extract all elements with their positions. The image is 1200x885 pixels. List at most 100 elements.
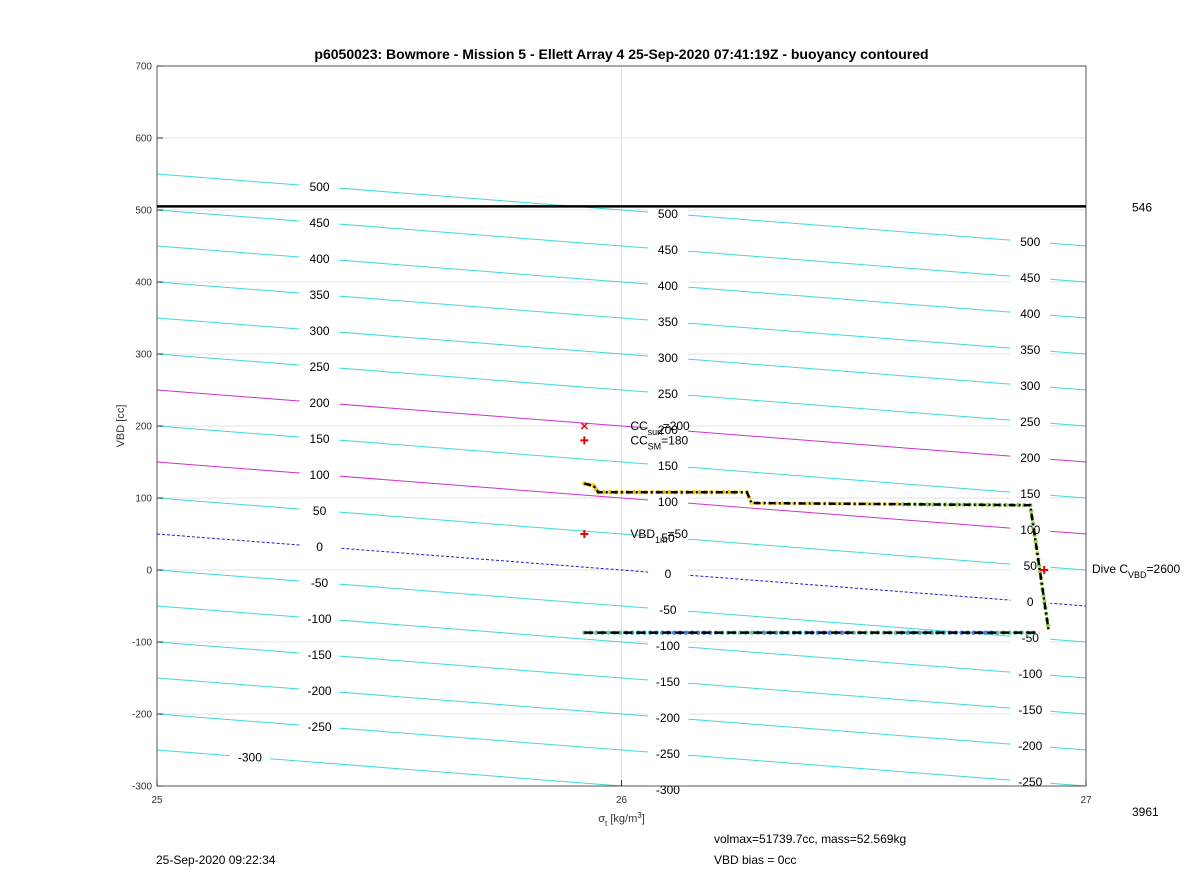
- contour-label-bg: [299, 575, 340, 590]
- contour-label-bg: [647, 710, 688, 725]
- contour-label-bg: [1010, 234, 1051, 249]
- contour-label: 300: [658, 351, 678, 365]
- contour-label: 200: [658, 423, 678, 437]
- contour-label-bg: [1010, 342, 1051, 357]
- contour-label-bg: [1010, 594, 1051, 609]
- series-dot: [1045, 623, 1051, 629]
- marker-plus: [580, 530, 589, 538]
- series-dot: [905, 630, 910, 635]
- contour-label-bg: [299, 251, 340, 266]
- contour-label: -200: [656, 711, 680, 725]
- contour-label-bg: [299, 395, 340, 410]
- y-tick-label: 300: [135, 350, 152, 361]
- y-axis-label: VBD [cc]: [115, 405, 127, 448]
- contour-label: -100: [308, 612, 332, 626]
- contour-label-bg: [299, 359, 340, 374]
- contour-label-bg: [299, 719, 340, 734]
- dive-series: [582, 481, 1051, 635]
- contour-label: -250: [308, 720, 332, 734]
- series-line-0: [584, 482, 1051, 633]
- contour-label-bg: [647, 458, 688, 473]
- contour-label-bg: [299, 647, 340, 662]
- contour-label: -250: [1018, 775, 1042, 789]
- contour-label: -100: [1018, 667, 1042, 681]
- contour-label: -50: [311, 576, 329, 590]
- contour-label: 450: [1020, 271, 1040, 285]
- contour-label: 350: [658, 315, 678, 329]
- contour-label: 250: [1020, 415, 1040, 429]
- series-dot: [840, 501, 845, 506]
- contour-label: 500: [658, 207, 678, 221]
- contour-label-bg: [1010, 270, 1051, 285]
- y-tick-label: 0: [146, 566, 152, 577]
- contour-labels: 500 450 400 350 300 250 200 150 100 500 -50 -100 -15…: [229, 179, 1051, 797]
- marker-label: CCsurf=200: [630, 419, 690, 437]
- contour-label: 450: [658, 243, 678, 257]
- contour-label-bg: [299, 431, 340, 446]
- contour-label-bg: [1010, 378, 1051, 393]
- contour-label: 500: [310, 180, 330, 194]
- contour-label: -250: [656, 747, 680, 761]
- contour-label: 150: [1020, 487, 1040, 501]
- contour-label-bg: [299, 503, 340, 518]
- contour-label: 100: [310, 468, 330, 482]
- contour-label: 350: [310, 288, 330, 302]
- series-dot: [606, 630, 611, 635]
- contour-line--300: [157, 749, 628, 786]
- x-axis-label: σt [kg/m3]: [598, 811, 645, 828]
- y-tick-label: 100: [135, 494, 152, 505]
- contour-label-bg: [647, 494, 688, 509]
- y-tick-label: 200: [135, 422, 152, 433]
- contour-label-bg: [647, 278, 688, 293]
- series-dot: [749, 630, 755, 635]
- contour-label: 300: [1020, 379, 1040, 393]
- contour-label-bg: [1010, 666, 1051, 681]
- contour-label: 100: [1020, 523, 1040, 537]
- contour-label-bg: [1010, 306, 1051, 321]
- contour-label-bg: [299, 215, 340, 230]
- y-tick-label: 700: [135, 62, 152, 73]
- y-tick-label: 500: [135, 206, 152, 217]
- y-tick-label: -200: [132, 710, 152, 721]
- contour-label-bg: [647, 206, 688, 221]
- contour-label: -150: [656, 675, 680, 689]
- contour-label: -50: [1022, 631, 1040, 645]
- series-dot: [827, 630, 833, 635]
- contour-label: -50: [659, 603, 677, 617]
- contour-label-bg: [1010, 450, 1051, 465]
- contour-label-bg: [299, 611, 340, 626]
- contour-label: 400: [310, 252, 330, 266]
- series-dot: [726, 490, 732, 495]
- contour-label-bg: [229, 750, 270, 765]
- right-axis-bottom-label: 3961: [1132, 805, 1159, 819]
- chart-title: p6050023: Bowmore - Mission 5 - Ellett A…: [314, 46, 929, 62]
- footer-volmax: volmax=51739.7cc, mass=52.569kg: [714, 832, 907, 846]
- contour-label-bg: [299, 683, 340, 698]
- contour-label-bg: [299, 179, 340, 194]
- x-tick-label: 27: [1080, 795, 1092, 806]
- reference-line-label: 546: [1132, 200, 1152, 214]
- contour-label: 400: [1020, 307, 1040, 321]
- contour-label: 0: [665, 567, 672, 581]
- series-dot: [683, 630, 689, 635]
- y-tick-label: 600: [135, 134, 152, 145]
- series-dot: [779, 501, 785, 506]
- contour-label-bg: [1010, 486, 1051, 501]
- contour-label-bg: [299, 287, 340, 302]
- contour-label: 200: [310, 396, 330, 410]
- contour-label-bg: [1010, 522, 1051, 537]
- contour-label: -150: [1018, 703, 1042, 717]
- contour-label-bg: [647, 530, 688, 545]
- marker-plus: [580, 436, 589, 445]
- marker-plus: [1040, 566, 1049, 574]
- contour-label-bg: [299, 467, 340, 482]
- contour-label-bg: [1010, 414, 1051, 429]
- series-dot: [917, 630, 922, 635]
- footer-timestamp: 25-Sep-2020 09:22:34: [156, 853, 276, 867]
- contour-label-bg: [1010, 774, 1051, 789]
- contour-label-bg: [647, 566, 688, 581]
- marker-label: VBD1m=50: [630, 527, 688, 545]
- contour-label: 400: [658, 279, 678, 293]
